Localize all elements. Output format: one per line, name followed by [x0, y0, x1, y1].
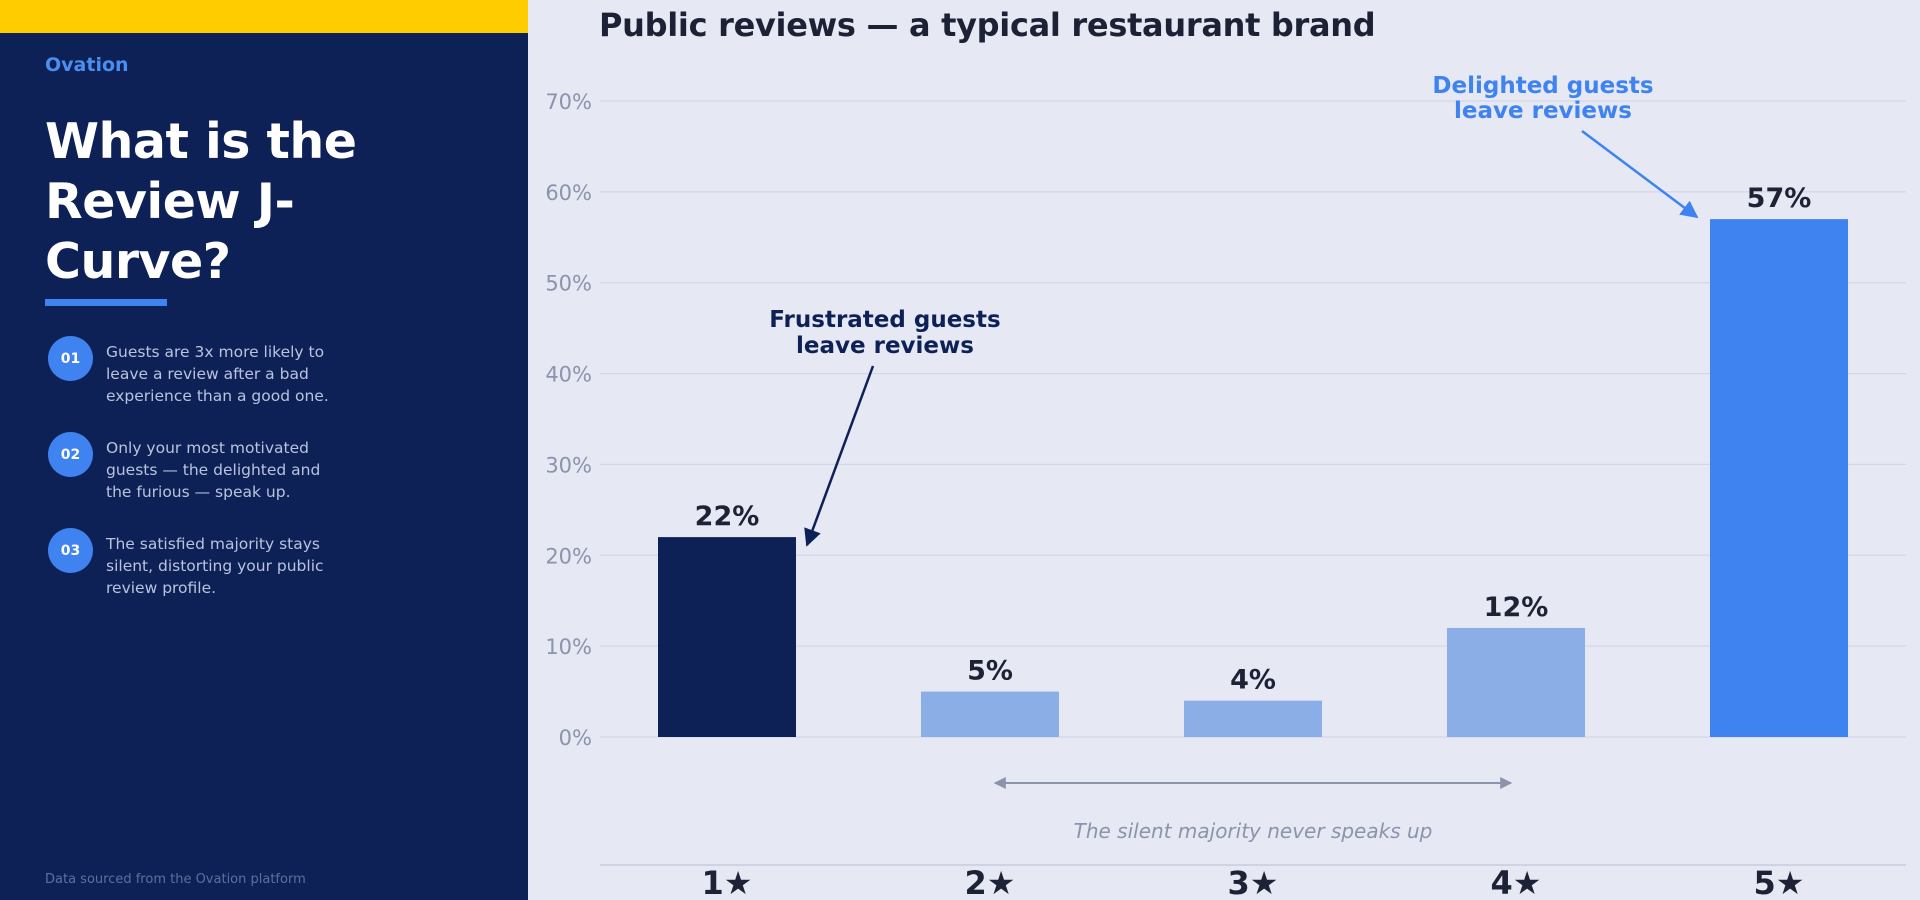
- bar: [658, 537, 796, 737]
- y-tick-label: 40%: [545, 363, 592, 387]
- bar-chart: 0% 10% 20% 30% 40% 50% 60% 70% 22% 1★ 5% 2★ 4% 3★ 12%…: [545, 73, 1906, 900]
- bar: [1184, 700, 1322, 737]
- x-tick-label: 5★: [1754, 864, 1805, 900]
- headline-underline: [45, 299, 167, 306]
- y-tick-label: 10%: [545, 635, 592, 659]
- bar-value-label: 22%: [695, 501, 760, 532]
- point-text: The satisfied majority stays silent, dis…: [106, 535, 324, 597]
- y-tick-label: 60%: [545, 181, 592, 205]
- point-number-badge: 02: [48, 432, 93, 477]
- bar: [1710, 219, 1848, 738]
- y-tick-label: 20%: [545, 544, 592, 568]
- x-tick-label: 3★: [1228, 864, 1279, 900]
- key-point: 01 Guests are 3x more likely to leave a …: [48, 336, 468, 416]
- point-text: Only your most motivated guests — the de…: [106, 439, 321, 501]
- chart-title: Public reviews — a typical restaurant br…: [599, 6, 1376, 44]
- point-number-badge: 03: [48, 528, 93, 573]
- y-tick-label: 0%: [559, 726, 592, 750]
- bar-value-label: 5%: [967, 656, 1013, 687]
- bar-value-label: 12%: [1484, 592, 1549, 623]
- point-text: Guests are 3x more likely to leave a rev…: [106, 343, 329, 405]
- bar-value-label: 4%: [1230, 665, 1276, 696]
- annotation-text: Delighted guests: [1432, 73, 1653, 99]
- left-panel: Ovation What is the Review J-Curve? 01 G…: [0, 0, 528, 900]
- annotation-text: leave reviews: [796, 333, 974, 359]
- x-tick-label: 2★: [965, 864, 1016, 900]
- annotation-arrow: [804, 365, 875, 547]
- bar: [1447, 627, 1585, 737]
- source-note: Data sourced from the Ovation platform: [45, 872, 306, 887]
- bar-value-label: 57%: [1747, 183, 1812, 214]
- y-tick-label: 30%: [545, 453, 592, 477]
- x-tick-label: 1★: [702, 864, 753, 900]
- annotation-arrow: [1581, 129, 1699, 219]
- headline: What is the Review J-Curve?: [45, 113, 357, 290]
- key-point: 02 Only your most motivated guests — the…: [48, 432, 468, 512]
- point-number-badge: 01: [48, 336, 93, 381]
- y-tick-label: 50%: [545, 272, 592, 296]
- key-point: 03 The satisfied majority stays silent, …: [48, 528, 468, 608]
- x-tick-label: 4★: [1491, 864, 1542, 900]
- bar: [921, 691, 1059, 737]
- span-note: The silent majority never speaks up: [1074, 819, 1433, 843]
- y-tick-label: 70%: [545, 90, 592, 114]
- annotation-text: Frustrated guests: [769, 307, 1000, 333]
- annotation-text: leave reviews: [1454, 98, 1632, 124]
- brand-name: Ovation: [45, 54, 129, 76]
- accent-bar: [0, 0, 528, 33]
